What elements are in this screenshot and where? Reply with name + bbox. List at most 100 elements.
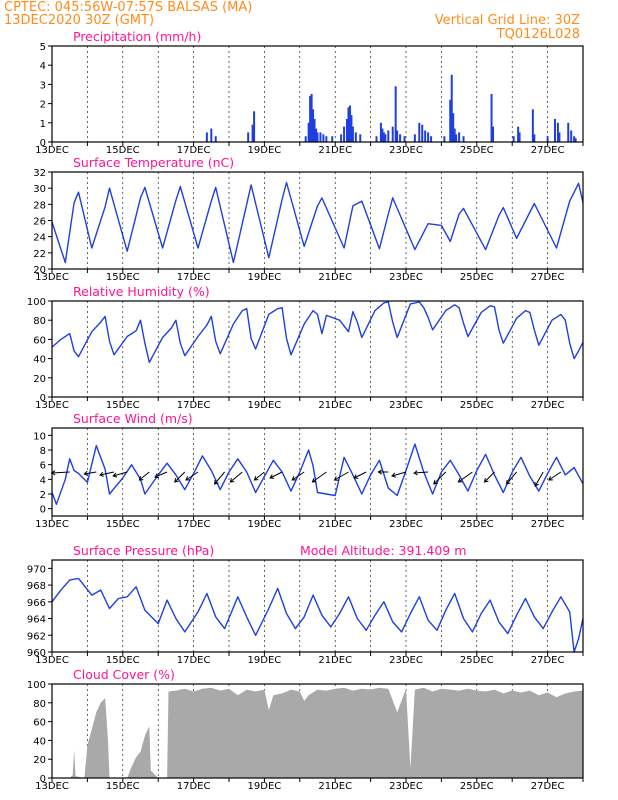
panel-frame bbox=[51, 683, 584, 779]
precip-bar bbox=[251, 124, 254, 142]
y-tick-label: 22 bbox=[33, 249, 46, 260]
y-tick-label: 0 bbox=[40, 505, 46, 516]
y-tick-label: 970 bbox=[27, 564, 46, 575]
wind-vector bbox=[311, 471, 327, 483]
precip-bar bbox=[375, 136, 378, 142]
precip-bar bbox=[403, 136, 406, 142]
wind-vector bbox=[353, 471, 367, 479]
y-tick-label: 4 bbox=[40, 475, 46, 486]
panel-frame bbox=[51, 427, 584, 517]
wind-vector bbox=[253, 471, 265, 481]
x-tick-label: 27DEC bbox=[531, 272, 565, 283]
pressure-line bbox=[51, 577, 584, 653]
run-time-header: 13DEC2020 30Z (GMT) bbox=[4, 13, 155, 28]
x-tick-label: 13DEC bbox=[35, 655, 69, 666]
precip-bar bbox=[449, 99, 452, 142]
precip-bar bbox=[458, 132, 461, 142]
precip-bar bbox=[443, 136, 446, 142]
cloud-cover-area bbox=[52, 687, 583, 778]
x-tick-label: 13DEC bbox=[35, 781, 69, 792]
x-tick-label: 23DEC bbox=[389, 400, 423, 411]
precip-bar bbox=[558, 132, 561, 142]
precip-bar bbox=[315, 128, 318, 142]
station-header: CPTEC: 045:56W-07:57S BALSAS (MA) bbox=[4, 0, 253, 15]
precip-bar bbox=[304, 136, 307, 142]
precip-bar bbox=[214, 136, 217, 142]
y-tick-label: 40 bbox=[33, 355, 46, 366]
panel-frame bbox=[51, 300, 584, 398]
y-tick-label: 960 bbox=[27, 648, 46, 659]
precip-bar bbox=[316, 132, 319, 142]
panel-title: Surface Pressure (hPa) bbox=[73, 543, 214, 558]
precip-bar bbox=[325, 136, 328, 142]
y-tick-label: 10 bbox=[33, 431, 46, 442]
panel-title: Surface Wind (m/s) bbox=[73, 411, 193, 426]
precip-bar bbox=[384, 134, 387, 142]
wind-vector bbox=[333, 471, 349, 481]
y-tick-label: 80 bbox=[33, 699, 46, 710]
wind-vector bbox=[83, 470, 97, 477]
x-tick-label: 21DEC bbox=[318, 781, 352, 792]
pressure-panel: 960 962 964 966 968 970 13DEC 15DEC 17DEC 19DEC 21… bbox=[27, 543, 584, 666]
precip-bar bbox=[421, 124, 424, 142]
precip-bar bbox=[340, 134, 343, 142]
x-tick-label: 23DEC bbox=[389, 781, 423, 792]
x-tick-label: 25DEC bbox=[460, 781, 494, 792]
precip-bar bbox=[348, 105, 351, 142]
precip-bar bbox=[382, 132, 385, 142]
wind-vector bbox=[548, 471, 562, 481]
wind-vector bbox=[483, 471, 495, 483]
precip-bar bbox=[391, 126, 394, 142]
x-tick-label: 19DEC bbox=[248, 519, 282, 530]
precip-bar bbox=[312, 109, 315, 142]
precip-bar bbox=[427, 132, 430, 142]
x-tick-label: 13DEC bbox=[35, 145, 69, 156]
precip-bar bbox=[387, 130, 390, 142]
x-tick-label: 15DEC bbox=[106, 519, 140, 530]
precip-bar bbox=[247, 132, 250, 142]
x-tick-label: 25DEC bbox=[460, 272, 494, 283]
panel-title: Precipitation (mm/h) bbox=[73, 29, 201, 44]
wind-vector bbox=[229, 471, 243, 483]
panel-title: Relative Humidity (%) bbox=[73, 284, 210, 299]
precip-bar bbox=[453, 128, 456, 142]
precip-bar bbox=[347, 107, 350, 142]
y-tick-label: 32 bbox=[33, 168, 46, 179]
humidity-line bbox=[51, 301, 584, 364]
x-tick-label: 15DEC bbox=[106, 655, 140, 666]
precip-bar bbox=[331, 136, 334, 142]
precip-bar bbox=[396, 130, 399, 142]
x-tick-label: 15DEC bbox=[106, 145, 140, 156]
wind-panel: 0 2 4 6 8 10 13DEC 15DEC 17DEC 19DEC 21DEC 23DEC 25D… bbox=[33, 411, 584, 530]
precip-bar bbox=[379, 122, 382, 142]
y-tick-label: 968 bbox=[27, 581, 46, 592]
x-tick-label: 13DEC bbox=[35, 519, 69, 530]
y-tick-label: 24 bbox=[33, 233, 46, 244]
x-tick-label: 25DEC bbox=[460, 400, 494, 411]
y-tick-label: 20 bbox=[33, 265, 46, 276]
x-tick-label: 27DEC bbox=[531, 400, 565, 411]
precip-bar bbox=[354, 132, 357, 142]
panel-frame bbox=[51, 171, 584, 270]
y-tick-label: 20 bbox=[33, 374, 46, 385]
precip-bar bbox=[313, 118, 316, 142]
precip-bar bbox=[570, 130, 573, 142]
y-tick-label: 60 bbox=[33, 718, 46, 729]
precip-bar bbox=[512, 136, 515, 142]
precip-bar bbox=[452, 113, 455, 142]
y-tick-label: 0 bbox=[40, 393, 46, 404]
precip-bar bbox=[413, 134, 416, 142]
precip-bar bbox=[343, 126, 346, 142]
wind-vector bbox=[291, 471, 305, 481]
x-tick-label: 17DEC bbox=[177, 272, 211, 283]
precip-bar bbox=[205, 132, 208, 142]
panel-title: Cloud Cover (%) bbox=[73, 667, 175, 682]
x-tick-label: 19DEC bbox=[248, 145, 282, 156]
x-tick-label: 23DEC bbox=[389, 145, 423, 156]
precip-bar bbox=[253, 111, 256, 142]
precip-bar bbox=[518, 132, 521, 142]
wind-vector bbox=[99, 471, 115, 477]
wind-vector bbox=[377, 469, 389, 475]
precip-bar bbox=[322, 134, 325, 142]
x-tick-label: 23DEC bbox=[389, 519, 423, 530]
